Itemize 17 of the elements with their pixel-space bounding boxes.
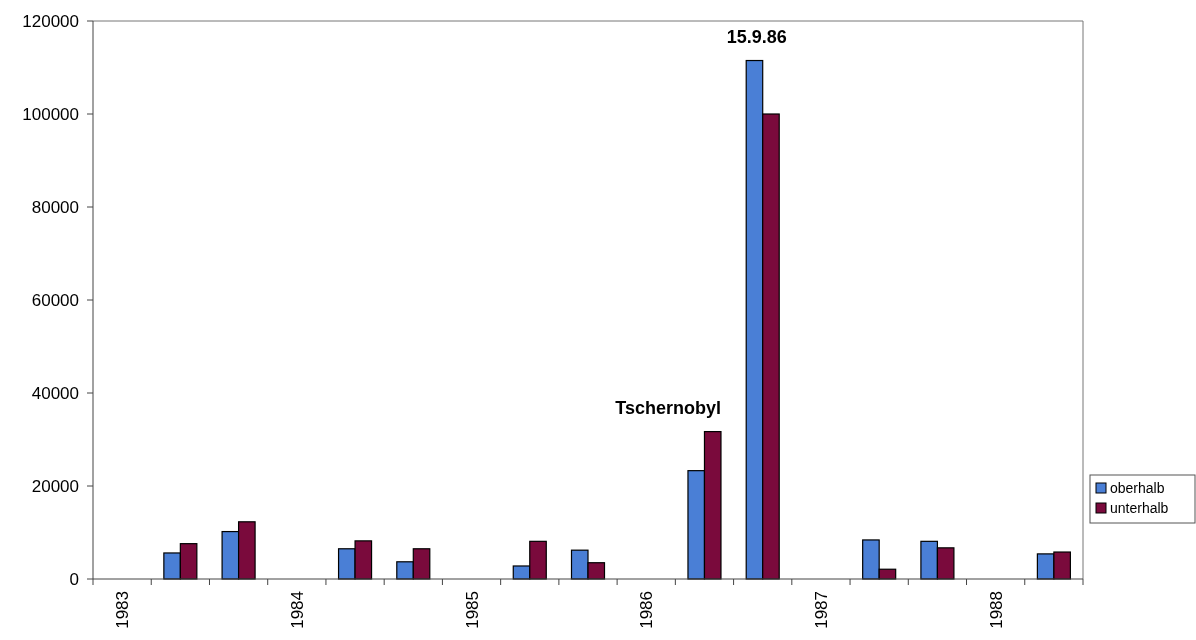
y-tick-label: 100000 [22,104,79,124]
y-tick-label: 60000 [31,290,79,310]
annotation: 15.9.86 [726,26,787,47]
x-tick-label: 1988 [986,591,1006,629]
x-tick-label: 1987 [811,591,831,629]
y-tick-label: 80000 [31,197,79,217]
y-tick-label: 120000 [22,11,79,31]
annotation: Tschernobyl [615,397,721,418]
legend-label: unterhalb [1110,499,1169,516]
legend-label: oberhalb [1110,479,1165,496]
x-tick-label: 1985 [462,591,482,629]
x-tick-label: 1984 [287,591,307,629]
y-tick-label: 40000 [31,383,79,403]
y-tick-label: 0 [69,569,79,589]
y-tick-label: 20000 [31,476,79,496]
x-tick-label: 1986 [637,591,657,629]
x-tick-label: 1983 [113,591,133,629]
